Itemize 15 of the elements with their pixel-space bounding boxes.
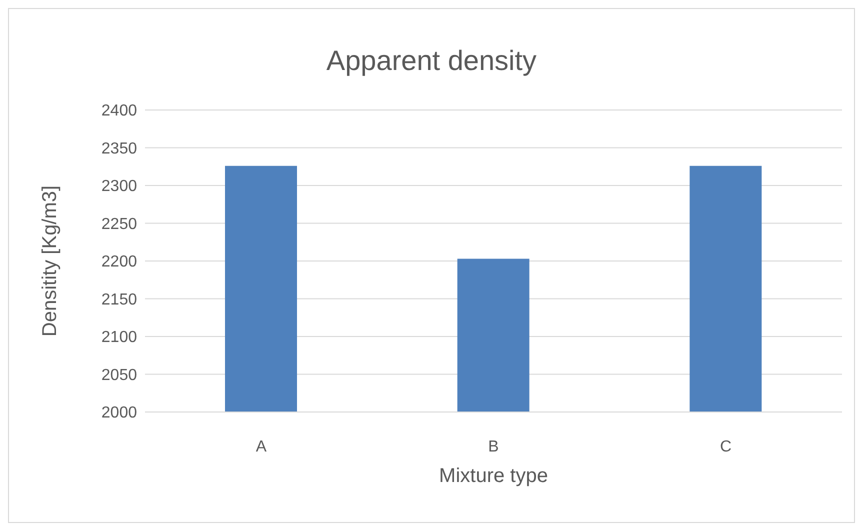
y-tick-label: 2400 — [101, 102, 138, 120]
chart-title: Apparent density — [325, 45, 538, 77]
y-tick-label: 2350 — [101, 140, 138, 158]
y-tick-label: 2250 — [101, 216, 138, 233]
y-tick-label: 2150 — [101, 291, 138, 308]
y-tick-label: 2200 — [101, 254, 138, 271]
y-tick-label: 2100 — [101, 329, 138, 346]
x-tick-label: B — [488, 438, 499, 456]
y-tick-label: 2000 — [101, 404, 138, 422]
y-axis-title: Densitity [Kg/m3] — [39, 185, 62, 337]
y-tick-label: 2300 — [101, 178, 138, 196]
x-tick-label: C — [720, 438, 732, 456]
x-axis-title: Mixture type — [439, 465, 548, 487]
x-tick-label: A — [256, 438, 267, 456]
y-tick-label: 2050 — [101, 366, 138, 384]
